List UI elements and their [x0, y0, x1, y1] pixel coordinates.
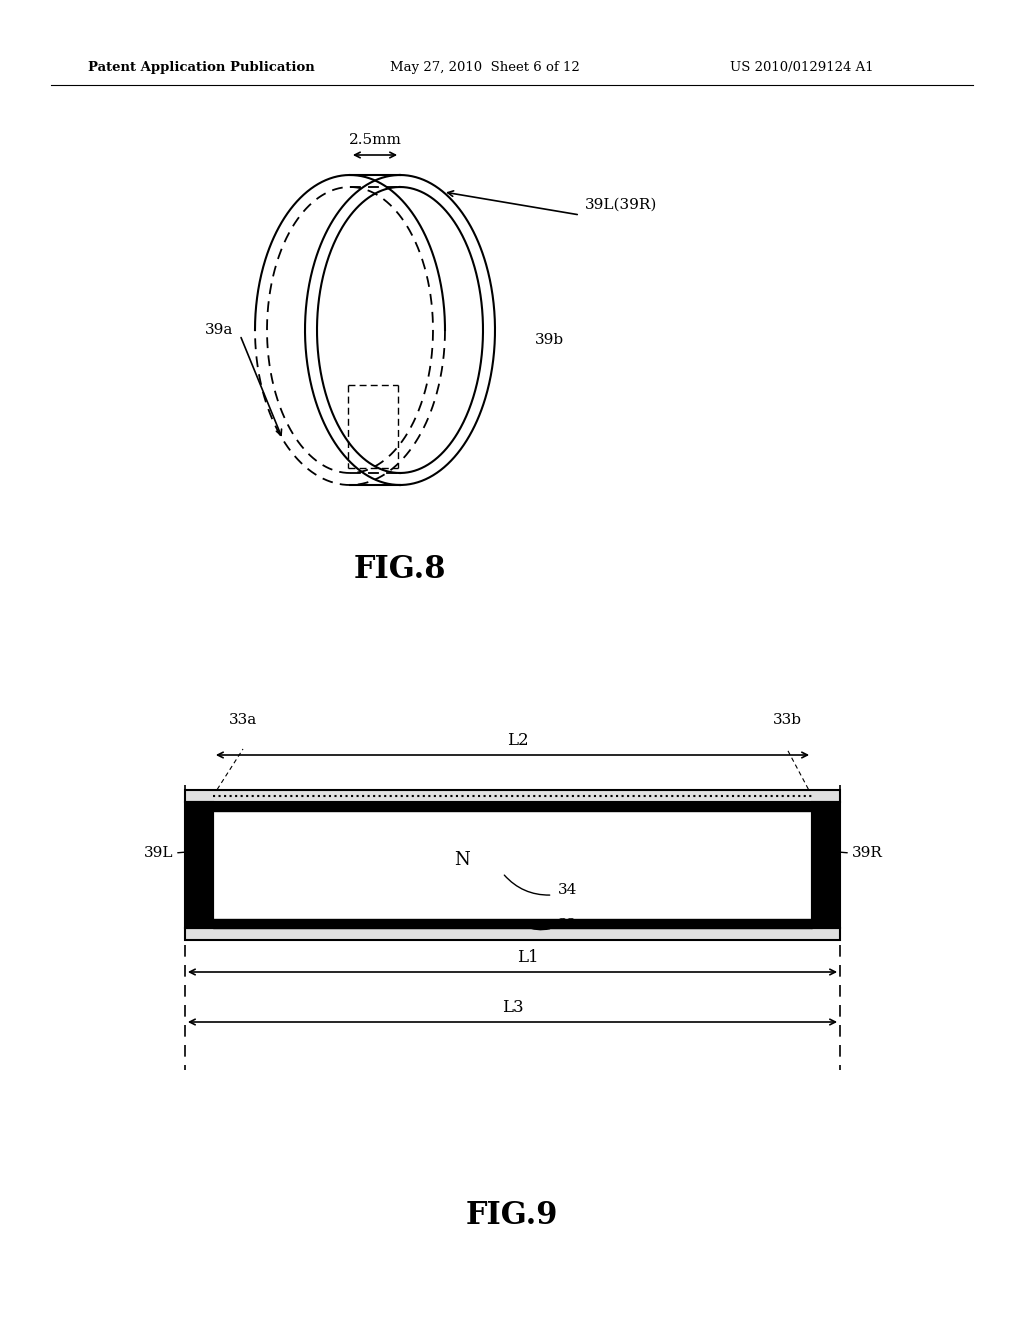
Text: 33b: 33b	[772, 713, 802, 727]
Text: 32: 32	[557, 917, 577, 932]
Text: 39R: 39R	[852, 846, 883, 861]
Bar	[213, 803, 812, 810]
Text: 39L: 39L	[143, 846, 173, 861]
Text: 34: 34	[557, 883, 577, 898]
Bar	[185, 789, 840, 803]
Text: FIG.8: FIG.8	[353, 554, 446, 586]
Text: N: N	[455, 851, 470, 869]
Text: 39L(39R): 39L(39R)	[585, 198, 657, 213]
Text: FIG.9: FIG.9	[466, 1200, 558, 1230]
Bar	[185, 928, 840, 940]
Text: May 27, 2010  Sheet 6 of 12: May 27, 2010 Sheet 6 of 12	[390, 61, 580, 74]
Bar	[213, 803, 812, 928]
Text: 33a: 33a	[229, 713, 257, 727]
Text: L3: L3	[502, 999, 523, 1016]
Text: 39b: 39b	[535, 333, 564, 347]
Bar	[213, 919, 812, 928]
Text: L1: L1	[517, 949, 539, 966]
Bar	[185, 803, 213, 928]
Text: US 2010/0129124 A1: US 2010/0129124 A1	[730, 61, 873, 74]
Text: 39a: 39a	[205, 323, 233, 337]
Text: Patent Application Publication: Patent Application Publication	[88, 61, 314, 74]
Text: L2: L2	[507, 733, 528, 748]
Bar	[812, 803, 840, 928]
Text: 2.5mm: 2.5mm	[348, 133, 401, 147]
